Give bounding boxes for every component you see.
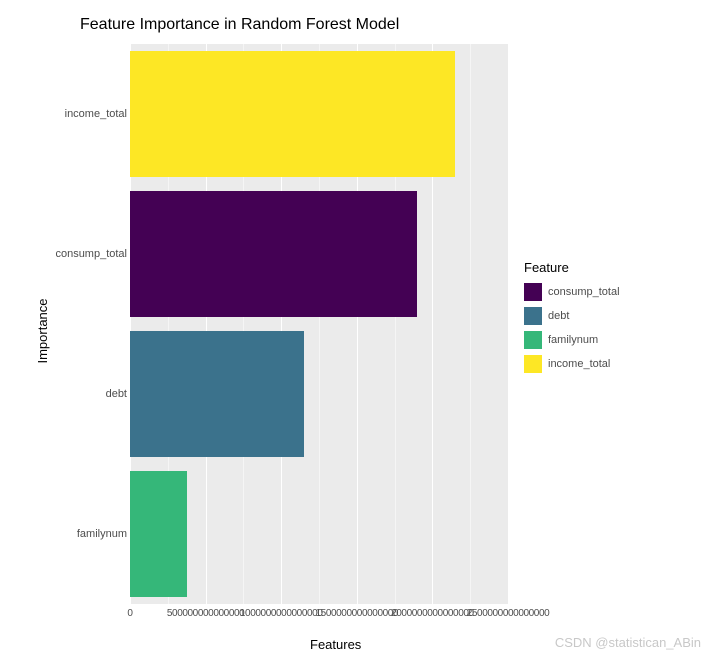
gridline-minor	[470, 44, 471, 604]
legend-swatch	[524, 331, 542, 349]
bar	[130, 331, 304, 457]
legend-title: Feature	[524, 260, 704, 275]
y-tick-label: income_total	[7, 108, 127, 120]
legend-item: debt	[524, 307, 704, 325]
y-tick-label: debt	[7, 388, 127, 400]
legend-label: income_total	[548, 358, 610, 370]
legend-label: debt	[548, 310, 569, 322]
legend: Feature consump_totaldebt familynum income…	[524, 260, 704, 379]
x-tick-label: 1000000000000000	[240, 608, 323, 619]
y-tick-label: consump_total	[7, 248, 127, 260]
legend-label: familynum	[548, 334, 598, 346]
y-axis-label: Importance	[35, 298, 50, 363]
gridline	[508, 44, 509, 604]
legend-items: consump_totaldebt familynum income_total	[524, 283, 704, 373]
legend-swatch	[524, 283, 542, 301]
legend-swatch	[524, 307, 542, 325]
x-axis-label: Features	[310, 637, 361, 652]
y-tick-label: familynum	[7, 528, 127, 540]
legend-item: familynum	[524, 331, 704, 349]
legend-label: consump_total	[548, 286, 620, 298]
legend-swatch	[524, 355, 542, 373]
x-tick-label: 0	[127, 608, 132, 619]
bar	[130, 51, 455, 177]
x-tick-label: 500000000000000	[167, 608, 244, 619]
bar	[130, 471, 187, 597]
legend-item: consump_total	[524, 283, 704, 301]
x-tick-label: 2000000000000000	[391, 608, 474, 619]
plot-panel	[130, 44, 508, 604]
feature-importance-chart: Feature Importance in Random Forest Mode…	[0, 0, 713, 662]
bar	[130, 191, 417, 317]
legend-item: income_total	[524, 355, 704, 373]
watermark: CSDN @statistican_ABin	[555, 635, 701, 650]
x-tick-label: 2500000000000000	[467, 608, 550, 619]
chart-title: Feature Importance in Random Forest Mode…	[80, 16, 399, 34]
x-tick-label: 1500000000000000	[316, 608, 399, 619]
